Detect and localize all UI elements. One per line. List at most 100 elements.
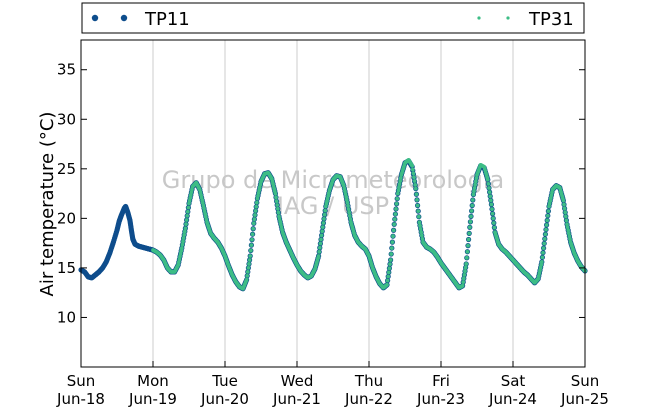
data-point <box>319 233 324 238</box>
x-tick-date-label: Jun-24 <box>488 390 537 408</box>
data-point <box>395 191 400 196</box>
data-point <box>249 243 254 248</box>
data-point <box>394 201 399 206</box>
data-point <box>491 221 496 225</box>
data-point <box>392 222 397 227</box>
data-point <box>545 218 550 223</box>
y-tick-label: 25 <box>57 160 76 178</box>
data-point <box>411 171 416 176</box>
data-point <box>413 186 418 191</box>
data-point <box>461 276 466 281</box>
x-tick-day-label: Sun <box>67 372 96 390</box>
data-point <box>386 270 391 275</box>
data-point <box>346 203 350 208</box>
data-point <box>345 200 350 205</box>
data-point <box>397 182 402 187</box>
data-point <box>251 226 256 231</box>
data-point <box>181 239 185 244</box>
data-point <box>185 213 190 218</box>
data-point <box>539 260 544 264</box>
data-point <box>413 182 418 187</box>
data-point <box>567 234 572 239</box>
data-point <box>412 175 416 180</box>
data-point <box>417 220 422 225</box>
x-tick-date-label: Jun-21 <box>272 390 321 408</box>
data-point <box>244 277 249 282</box>
data-point <box>561 198 566 203</box>
data-point <box>317 249 322 254</box>
data-point <box>412 179 417 183</box>
data-point <box>274 195 278 200</box>
data-point <box>180 242 185 247</box>
data-point <box>416 214 421 219</box>
data-point <box>488 194 493 199</box>
data-point <box>390 240 395 245</box>
data-point <box>274 199 279 204</box>
data-point <box>182 229 187 234</box>
data-point <box>562 206 567 211</box>
data-point <box>566 228 571 233</box>
data-point <box>564 218 569 223</box>
data-point <box>397 185 401 190</box>
x-tick-date-label: Jun-22 <box>344 390 393 408</box>
y-tick-label: 15 <box>57 259 76 277</box>
data-point <box>419 230 424 235</box>
data-point <box>391 234 395 239</box>
data-point <box>275 206 280 211</box>
data-point <box>348 217 353 221</box>
data-point <box>323 208 328 213</box>
data-point <box>250 232 255 237</box>
data-point <box>387 266 392 271</box>
data-point <box>470 198 475 202</box>
data-point <box>544 223 549 227</box>
data-point <box>246 266 251 270</box>
y-tick-label: 30 <box>57 110 76 128</box>
data-point <box>418 227 423 231</box>
data-point <box>461 280 466 285</box>
x-tick-date-label: Jun-18 <box>56 390 105 408</box>
legend: TP11 TP31 <box>81 2 585 34</box>
data-point <box>544 227 548 232</box>
data-point <box>416 209 421 214</box>
data-point <box>414 192 419 197</box>
data-point <box>347 210 352 215</box>
data-point <box>466 243 470 248</box>
data-point <box>248 248 253 253</box>
data-point <box>183 226 188 231</box>
data-point <box>320 225 325 230</box>
x-tick-day-label: Tue <box>211 372 238 390</box>
y-axis: 10 15 20 25 30 35 <box>57 61 585 326</box>
y-tick-label: 10 <box>57 308 76 326</box>
data-point <box>322 212 327 217</box>
x-tick-date-label: Jun-23 <box>416 390 465 408</box>
legend-tp31-marker <box>506 16 510 20</box>
legend-tp11-label: TP11 <box>144 9 190 30</box>
data-point <box>254 200 259 205</box>
data-point <box>490 207 494 212</box>
data-point <box>398 176 403 180</box>
data-point <box>488 198 493 203</box>
data-point <box>318 241 323 246</box>
data-point <box>540 255 545 260</box>
legend-tp11-marker <box>91 14 99 22</box>
data-point <box>467 225 472 230</box>
data-point <box>463 265 468 270</box>
data-point <box>467 231 472 236</box>
data-point <box>566 231 571 236</box>
data-point <box>276 210 281 215</box>
data-point <box>487 190 492 195</box>
data-point <box>568 237 572 242</box>
data-point <box>492 225 497 230</box>
data-point <box>322 216 326 221</box>
x-tick-day-label: Thu <box>354 372 383 390</box>
data-point <box>468 219 473 224</box>
data-point <box>546 209 551 214</box>
data-point <box>541 246 546 250</box>
data-point <box>182 232 187 237</box>
data-point <box>565 222 569 227</box>
data-point <box>491 216 496 221</box>
data-point <box>563 214 568 219</box>
data-point <box>471 192 476 197</box>
data-point <box>320 229 325 234</box>
